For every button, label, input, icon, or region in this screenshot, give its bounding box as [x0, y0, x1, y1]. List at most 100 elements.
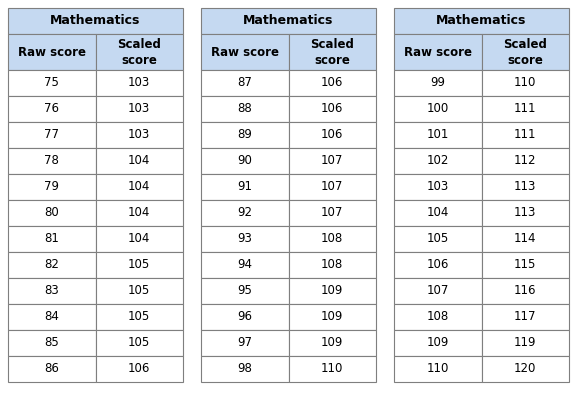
Text: 90: 90	[237, 154, 252, 168]
Text: 106: 106	[321, 128, 343, 142]
Bar	[201, 278, 288, 304]
Text: 116: 116	[514, 284, 537, 298]
Text: 103: 103	[128, 128, 151, 142]
Bar	[8, 304, 96, 330]
Bar	[394, 174, 481, 200]
Bar	[96, 252, 183, 278]
Text: 100: 100	[426, 103, 449, 115]
Bar	[394, 8, 569, 34]
Text: 110: 110	[426, 363, 449, 375]
Text: 88: 88	[237, 103, 252, 115]
Text: 111: 111	[514, 128, 537, 142]
Bar	[96, 330, 183, 356]
Bar	[201, 226, 288, 252]
Bar	[201, 304, 288, 330]
Bar	[288, 252, 376, 278]
Bar	[481, 304, 569, 330]
Bar	[96, 356, 183, 382]
Text: 107: 107	[321, 154, 343, 168]
Text: 87: 87	[237, 77, 252, 89]
Text: 107: 107	[321, 207, 343, 219]
Text: 103: 103	[128, 77, 151, 89]
Bar	[201, 174, 288, 200]
Bar	[288, 200, 376, 226]
Text: 117: 117	[514, 310, 537, 324]
Bar	[8, 96, 96, 122]
Text: 112: 112	[514, 154, 537, 168]
Bar	[481, 122, 569, 148]
Bar	[201, 330, 288, 356]
Bar	[481, 226, 569, 252]
Text: 104: 104	[128, 233, 151, 245]
Bar	[288, 174, 376, 200]
Text: 85: 85	[44, 336, 59, 350]
Text: 89: 89	[237, 128, 252, 142]
Text: 115: 115	[514, 259, 537, 271]
Bar	[8, 8, 183, 34]
Text: 81: 81	[44, 233, 59, 245]
Text: 109: 109	[321, 336, 343, 350]
Bar	[8, 252, 96, 278]
Text: 103: 103	[128, 103, 151, 115]
Text: 108: 108	[426, 310, 449, 324]
Bar	[394, 252, 481, 278]
Text: 96: 96	[237, 310, 252, 324]
Bar	[96, 278, 183, 304]
Text: 113: 113	[514, 207, 537, 219]
Text: 82: 82	[44, 259, 59, 271]
Bar	[8, 122, 96, 148]
Bar	[394, 34, 481, 70]
Text: 107: 107	[426, 284, 449, 298]
Bar	[8, 70, 96, 96]
Text: 104: 104	[128, 207, 151, 219]
Bar	[481, 356, 569, 382]
Bar	[288, 330, 376, 356]
Text: 75: 75	[44, 77, 59, 89]
Bar	[96, 226, 183, 252]
Bar	[201, 122, 288, 148]
Text: Raw score: Raw score	[404, 45, 472, 59]
Text: 105: 105	[128, 310, 151, 324]
Text: 104: 104	[128, 154, 151, 168]
Text: 104: 104	[426, 207, 449, 219]
Text: Scaled
score: Scaled score	[310, 38, 354, 67]
Bar	[394, 70, 481, 96]
Bar	[288, 34, 376, 70]
Bar	[394, 96, 481, 122]
Bar	[288, 70, 376, 96]
Bar	[394, 200, 481, 226]
Text: 103: 103	[426, 180, 449, 194]
Bar	[96, 148, 183, 174]
Bar	[288, 122, 376, 148]
Bar	[8, 278, 96, 304]
Bar	[8, 356, 96, 382]
Text: 106: 106	[128, 363, 151, 375]
Text: Scaled
score: Scaled score	[117, 38, 161, 67]
Text: 119: 119	[514, 336, 537, 350]
Text: 101: 101	[426, 128, 449, 142]
Text: 78: 78	[44, 154, 59, 168]
Text: 92: 92	[237, 207, 252, 219]
Bar	[201, 70, 288, 96]
Bar	[481, 174, 569, 200]
Bar	[394, 148, 481, 174]
Text: 80: 80	[44, 207, 59, 219]
Text: Scaled
score: Scaled score	[503, 38, 547, 67]
Bar	[394, 356, 481, 382]
Text: 99: 99	[430, 77, 445, 89]
Bar	[288, 96, 376, 122]
Text: 104: 104	[128, 180, 151, 194]
Bar	[288, 226, 376, 252]
Bar	[288, 278, 376, 304]
Bar	[201, 200, 288, 226]
Bar	[394, 226, 481, 252]
Text: 109: 109	[426, 336, 449, 350]
Text: 113: 113	[514, 180, 537, 194]
Bar	[201, 148, 288, 174]
Bar	[394, 330, 481, 356]
Bar	[201, 252, 288, 278]
Bar	[201, 96, 288, 122]
Bar	[481, 148, 569, 174]
Text: 108: 108	[321, 233, 343, 245]
Text: 105: 105	[426, 233, 449, 245]
